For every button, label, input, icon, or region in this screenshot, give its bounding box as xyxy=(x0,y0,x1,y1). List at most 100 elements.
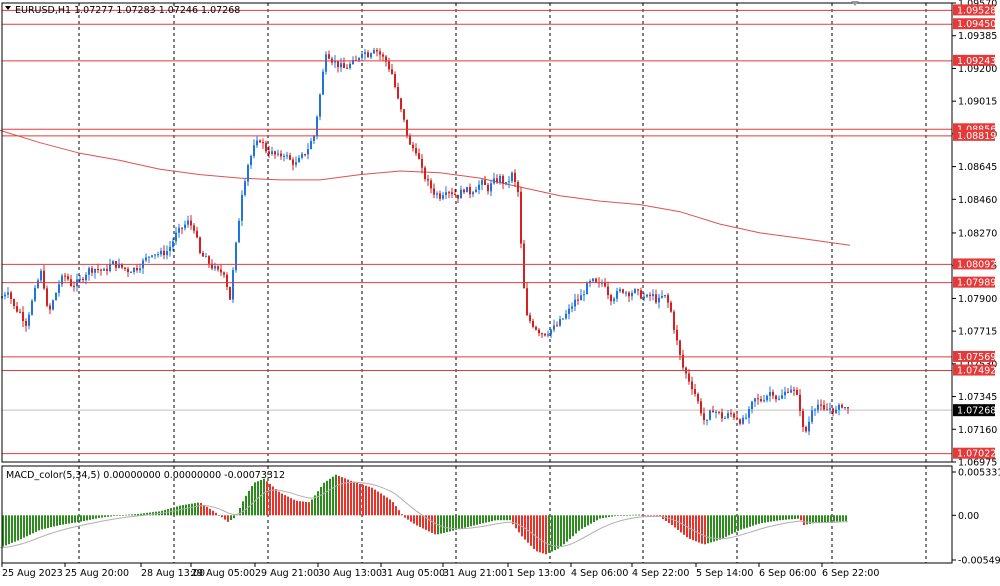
level-price-tag xyxy=(953,276,995,288)
candle-body xyxy=(235,242,237,271)
candle-body xyxy=(520,191,522,244)
macd-histogram-bar xyxy=(440,515,442,534)
macd-histogram-bar xyxy=(476,515,478,525)
candle-body xyxy=(622,289,624,293)
candle-body xyxy=(829,408,831,410)
macd-histogram-bar xyxy=(767,515,769,523)
candle-body xyxy=(595,278,597,283)
candle-body xyxy=(322,71,324,95)
candle-body xyxy=(427,179,429,181)
candle-body xyxy=(340,63,342,68)
macd-tick-label: 0.00 xyxy=(958,511,979,522)
macd-histogram-bar xyxy=(629,514,631,516)
macd-histogram-bar xyxy=(233,515,235,519)
macd-histogram-bar xyxy=(674,515,676,528)
macd-histogram-bar xyxy=(503,515,505,521)
candle-body xyxy=(766,395,768,401)
macd-histogram-bar xyxy=(572,515,574,537)
macd-histogram-bar xyxy=(452,515,454,531)
macd-histogram-bar xyxy=(560,515,562,547)
macd-histogram-bar xyxy=(224,515,226,520)
macd-histogram-bar xyxy=(581,515,583,529)
candle-body xyxy=(7,292,9,295)
candle-body xyxy=(130,272,132,273)
candle-body xyxy=(736,417,738,420)
current-price-label: 1.07268 xyxy=(957,406,996,417)
candle-body xyxy=(31,300,33,315)
candle-body xyxy=(700,401,702,414)
time-tick-label: 25 Aug 20:00 xyxy=(65,568,129,579)
macd-histogram-bar xyxy=(524,515,526,540)
candle-body xyxy=(847,407,849,409)
candle-body xyxy=(568,308,570,314)
macd-histogram-bar xyxy=(395,506,397,516)
macd-histogram-bar xyxy=(527,515,529,543)
macd-histogram-bar xyxy=(179,505,181,516)
macd-histogram-bar xyxy=(47,515,49,528)
macd-histogram-bar xyxy=(419,515,421,527)
macd-histogram-bar xyxy=(623,515,625,516)
candle-body xyxy=(742,417,744,424)
macd-histogram-bar xyxy=(11,515,13,543)
candle-body xyxy=(706,419,708,421)
candle-body xyxy=(484,180,486,185)
candle-body xyxy=(391,69,393,74)
macd-histogram-bar xyxy=(575,515,577,534)
current-price-tag xyxy=(953,404,995,417)
candle-body xyxy=(787,391,789,393)
macd-histogram-bar xyxy=(137,513,139,516)
macd-histogram-bar xyxy=(671,515,673,526)
candle-body xyxy=(763,400,765,402)
candle-body xyxy=(238,220,240,243)
macd-histogram-bar xyxy=(293,499,295,516)
candle-body xyxy=(358,57,360,61)
candle-body xyxy=(643,296,645,299)
time-tick-label: 30 Aug 13:00 xyxy=(318,568,382,579)
candle-body xyxy=(502,176,504,184)
candle-body xyxy=(85,274,87,281)
macd-histogram-bar xyxy=(245,495,247,516)
candle-body xyxy=(769,392,771,396)
macd-histogram-bar xyxy=(431,515,433,533)
candle-body xyxy=(478,184,480,190)
candle-body xyxy=(781,395,783,399)
macd-histogram-bar xyxy=(410,515,412,522)
candle-body xyxy=(289,155,291,160)
candle-body xyxy=(262,142,264,144)
macd-histogram-bar xyxy=(29,515,31,535)
candle-body xyxy=(415,148,417,154)
macd-histogram-bar xyxy=(107,515,109,517)
candle-body xyxy=(490,183,492,192)
candle-body xyxy=(313,135,315,141)
macd-histogram-bar xyxy=(101,515,103,518)
macd-histogram-bar xyxy=(110,515,112,517)
candle-body xyxy=(154,254,156,256)
candle-body xyxy=(418,153,420,159)
candle-body xyxy=(712,410,714,413)
macd-histogram-bar xyxy=(413,515,415,524)
macd-histogram-bar xyxy=(443,515,445,533)
time-tick-label: 1 Sep 13:00 xyxy=(508,568,565,579)
candle-body xyxy=(664,295,666,297)
macd-histogram-bar xyxy=(842,515,844,522)
horizontal-levels-layer[interactable] xyxy=(2,9,952,455)
price-tick-label: 1.08645 xyxy=(958,162,997,173)
candle-body xyxy=(46,288,48,306)
macd-histogram-bar xyxy=(428,515,430,532)
candle-body xyxy=(160,250,162,255)
price-tick-label: 1.09385 xyxy=(958,31,997,42)
candle-body xyxy=(454,194,456,196)
candle-body xyxy=(655,294,657,303)
macd-histogram-bar xyxy=(20,515,22,540)
candle-body xyxy=(814,409,816,411)
macd-histogram-bar xyxy=(743,515,745,529)
candle-body xyxy=(373,50,375,54)
candle-body xyxy=(388,61,390,70)
macd-histogram-bar xyxy=(323,482,325,516)
macd-histogram-bar xyxy=(593,515,595,522)
macd-histogram-bar xyxy=(203,504,205,516)
macd-histogram-bar xyxy=(62,515,64,525)
macd-histogram-bar xyxy=(677,515,679,530)
level-price-tag xyxy=(953,129,995,141)
